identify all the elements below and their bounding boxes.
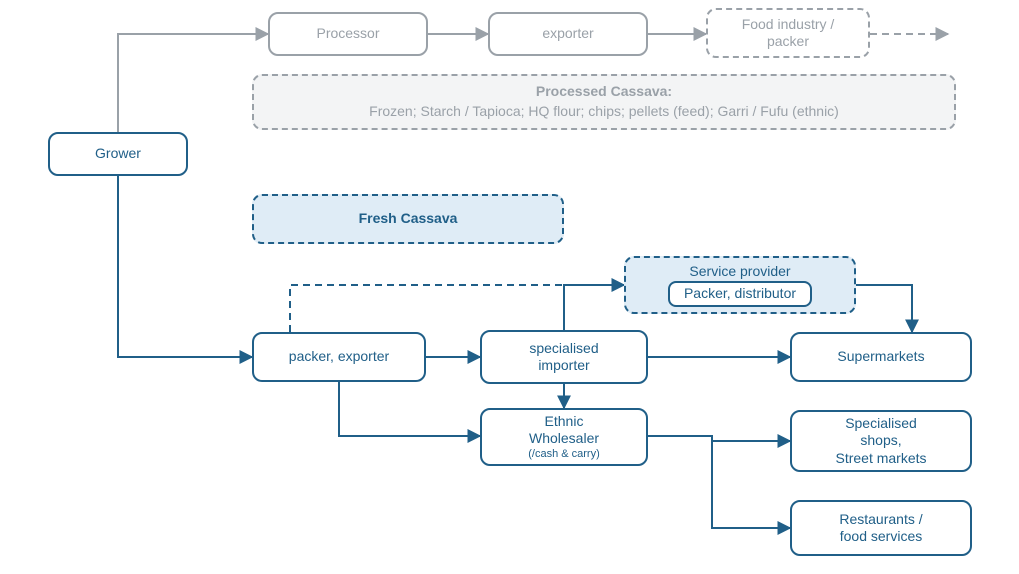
- node-restaurants: Restaurants / food services: [790, 500, 972, 556]
- service-provider-label: Service provider: [689, 263, 790, 279]
- node-supermarkets: Supermarkets: [790, 332, 972, 382]
- node-label: Grower: [95, 145, 141, 163]
- node-label: Restaurants / food services: [839, 511, 922, 546]
- node-sublabel: (/cash & carry): [528, 448, 600, 462]
- edge: [118, 176, 252, 357]
- edge: [118, 34, 268, 132]
- node-label: Specialised shops, Street markets: [835, 415, 926, 468]
- node-packer-distributor: Packer, distributor: [668, 281, 812, 307]
- node-packer-exporter: packer, exporter: [252, 332, 426, 382]
- node-label: Food industry / packer: [742, 16, 835, 51]
- node-exporter-top: exporter: [488, 12, 648, 56]
- node-label: Packer, distributor: [684, 285, 796, 301]
- node-grower: Grower: [48, 132, 188, 176]
- node-label: Supermarkets: [837, 348, 924, 366]
- edge: [339, 382, 480, 436]
- node-specialised-importer: specialised importer: [480, 330, 648, 384]
- banner-fresh-cassava: Fresh Cassava: [252, 194, 564, 244]
- edge: [856, 285, 912, 332]
- edge: [290, 285, 624, 332]
- node-label: exporter: [542, 25, 593, 43]
- banner-subtitle: Frozen; Starch / Tapioca; HQ flour; chip…: [369, 102, 839, 122]
- banner-title: Processed Cassava:: [536, 82, 672, 102]
- node-label: Processor: [316, 25, 379, 43]
- edge: [648, 436, 790, 441]
- banner-processed-cassava: Processed Cassava: Frozen; Starch / Tapi…: [252, 74, 956, 130]
- node-specialised-shops: Specialised shops, Street markets: [790, 410, 972, 472]
- node-ethnic-wholesaler: Ethnic Wholesaler (/cash & carry): [480, 408, 648, 466]
- node-label: packer, exporter: [289, 348, 389, 366]
- edge: [564, 285, 624, 330]
- node-label: Ethnic Wholesaler: [529, 413, 599, 448]
- edge: [712, 436, 790, 528]
- banner-title: Fresh Cassava: [359, 209, 458, 229]
- node-food-industry: Food industry / packer: [706, 8, 870, 58]
- node-label: specialised importer: [529, 340, 598, 375]
- node-processor: Processor: [268, 12, 428, 56]
- node-service-provider: Service provider Packer, distributor: [624, 256, 856, 314]
